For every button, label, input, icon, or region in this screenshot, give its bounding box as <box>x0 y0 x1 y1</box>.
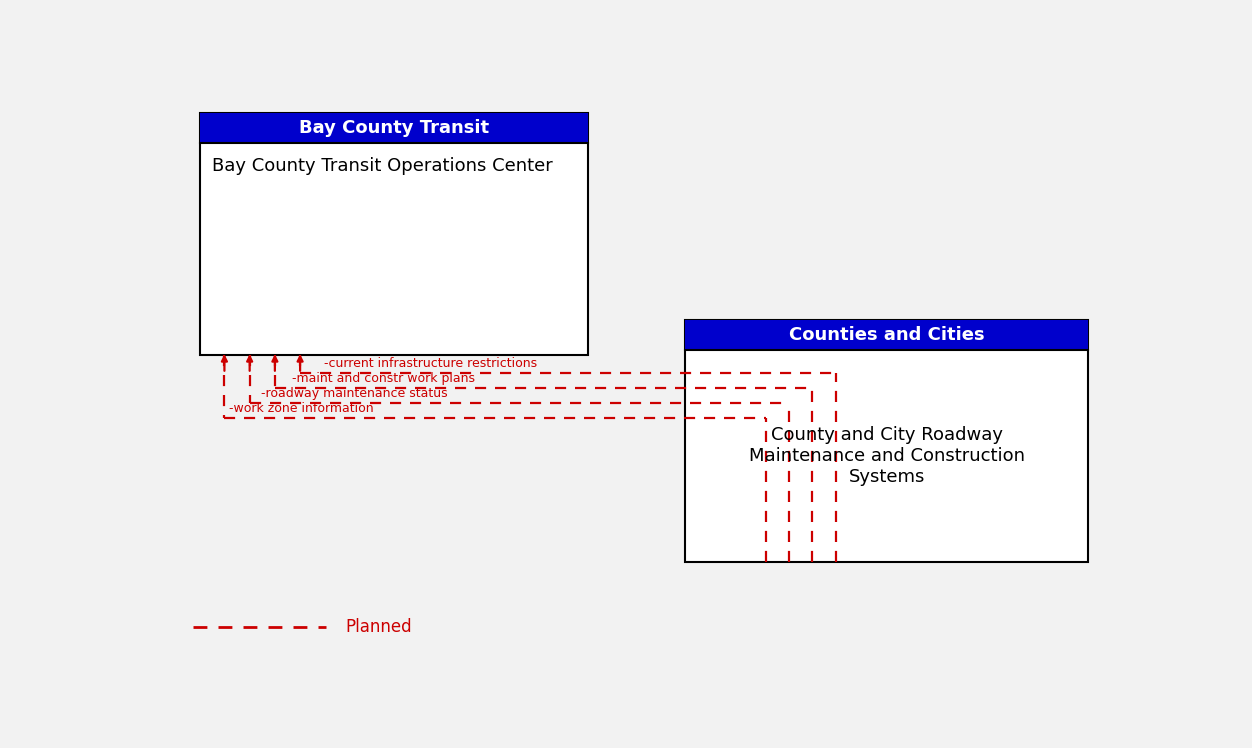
Text: -roadway maintenance status: -roadway maintenance status <box>262 387 448 399</box>
Bar <box>200 113 588 355</box>
Text: Counties and Cities: Counties and Cities <box>789 326 984 344</box>
Bar <box>200 113 588 143</box>
Text: Planned: Planned <box>346 618 412 636</box>
Text: Bay County Transit Operations Center: Bay County Transit Operations Center <box>212 157 552 175</box>
Bar <box>685 320 1088 350</box>
Text: County and City Roadway
Maintenance and Construction
Systems: County and City Roadway Maintenance and … <box>749 426 1024 486</box>
Text: Bay County Transit: Bay County Transit <box>299 119 490 137</box>
Text: -maint and constr work plans: -maint and constr work plans <box>292 372 476 384</box>
Bar <box>685 320 1088 562</box>
Text: -current infrastructure restrictions: -current infrastructure restrictions <box>324 357 537 370</box>
Text: -work zone information: -work zone information <box>229 402 374 414</box>
